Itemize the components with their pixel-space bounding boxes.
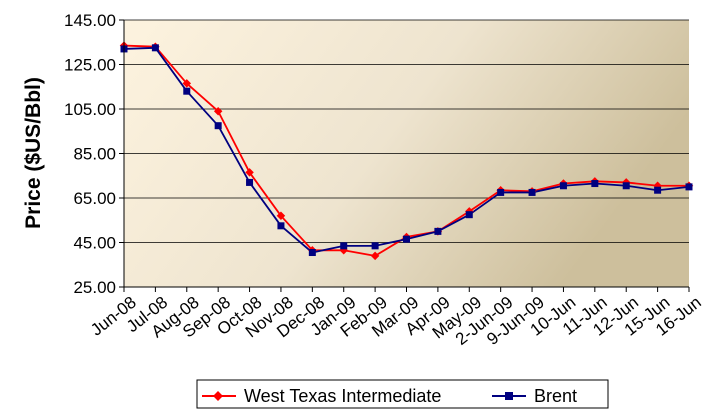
brent-point [622, 182, 630, 190]
brent-point [183, 87, 191, 95]
wti-point [213, 106, 223, 116]
y-tick-label: 25.00 [73, 278, 116, 297]
wti-point [182, 79, 192, 88]
brent-point [277, 222, 285, 230]
brent-point [559, 182, 567, 190]
y-tick-label: 85.00 [73, 145, 116, 164]
y-tick-label: 125.00 [64, 56, 116, 75]
legend: West Texas Intermediate Brent [196, 379, 609, 409]
legend-wti-label: West Texas Intermediate [244, 386, 441, 406]
y-tick-label: 105.00 [64, 100, 116, 119]
brent-point [246, 178, 254, 186]
y-tick-label: 145.00 [64, 11, 116, 30]
y-tick-label: 65.00 [73, 189, 116, 208]
brent-point [465, 211, 473, 219]
brent-point [654, 186, 662, 194]
brent-point [685, 183, 693, 191]
brent-point [497, 188, 505, 196]
brent-point [308, 249, 316, 257]
legend-box [196, 379, 609, 409]
brent-point [434, 227, 442, 235]
brent-point [151, 44, 159, 52]
brent-point [591, 180, 599, 188]
wti-point [370, 251, 380, 261]
brent-point [340, 242, 348, 250]
brent-point [214, 122, 222, 130]
legend-brent-marker [505, 392, 513, 400]
wti-point [276, 211, 286, 221]
legend-wti-marker [213, 391, 223, 401]
brent-point [403, 235, 410, 243]
y-axis-label: Price ($US/Bbl) [22, 77, 45, 229]
wti-point [245, 168, 254, 177]
legend-brent-label: Brent [534, 386, 577, 406]
brent-point [528, 188, 536, 196]
y-tick-label: 45.00 [73, 234, 116, 253]
brent-point [371, 242, 379, 250]
